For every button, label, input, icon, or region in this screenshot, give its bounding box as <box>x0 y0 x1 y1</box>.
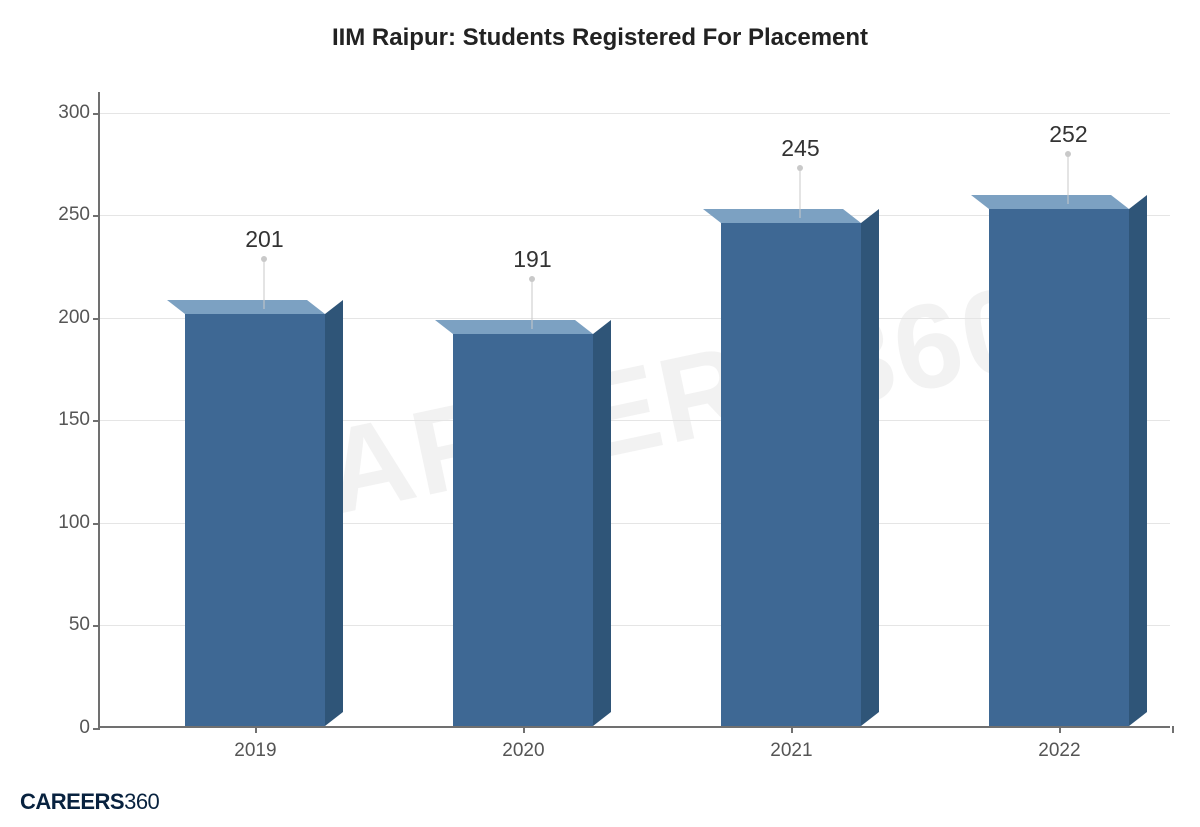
y-tick-mark <box>93 523 100 525</box>
bar-value-label: 191 <box>513 246 551 273</box>
plot-area: CAREERS360 05010015020025030020192012020… <box>98 92 1170 728</box>
x-category-label: 2019 <box>234 726 276 762</box>
value-leader-dot <box>1065 151 1071 157</box>
bar-front <box>185 314 325 726</box>
bar-top <box>971 195 1129 209</box>
bar-side <box>325 300 343 726</box>
bar-value-label: 201 <box>245 226 283 253</box>
value-leader-dot <box>797 165 803 171</box>
bar <box>721 223 861 726</box>
brand-logo: CAREERS360 <box>20 789 159 815</box>
grid-line <box>100 113 1170 114</box>
bar-side <box>593 320 611 726</box>
bar-value-label: 245 <box>781 135 819 162</box>
value-leader-dot <box>529 276 535 282</box>
bar-side <box>861 209 879 726</box>
bar-top <box>167 300 325 314</box>
bar-front <box>721 223 861 726</box>
value-leader <box>264 259 265 309</box>
y-tick-mark <box>93 728 100 730</box>
x-tick-mark <box>1172 726 1174 733</box>
bar-side <box>1129 195 1147 726</box>
bar-top <box>703 209 861 223</box>
bar-front <box>453 334 593 726</box>
y-tick-mark <box>93 215 100 217</box>
bar <box>453 334 593 726</box>
chart-container: { "chart": { "type": "bar", "title": "II… <box>0 0 1200 827</box>
value-leader-dot <box>261 256 267 262</box>
chart-title: IIM Raipur: Students Registered For Plac… <box>0 24 1200 52</box>
bar-value-label: 252 <box>1049 121 1087 148</box>
value-leader <box>532 279 533 329</box>
bar <box>185 314 325 726</box>
value-leader <box>1068 154 1069 204</box>
bar-front <box>989 209 1129 726</box>
x-category-label: 2021 <box>770 726 812 762</box>
bar <box>989 209 1129 726</box>
bar-top <box>435 320 593 334</box>
x-category-label: 2020 <box>502 726 544 762</box>
x-category-label: 2022 <box>1038 726 1080 762</box>
value-leader <box>800 168 801 218</box>
y-tick-mark <box>93 625 100 627</box>
y-tick-mark <box>93 318 100 320</box>
y-tick-mark <box>93 113 100 115</box>
y-tick-mark <box>93 420 100 422</box>
watermark: CAREERS360 <box>226 258 1044 561</box>
